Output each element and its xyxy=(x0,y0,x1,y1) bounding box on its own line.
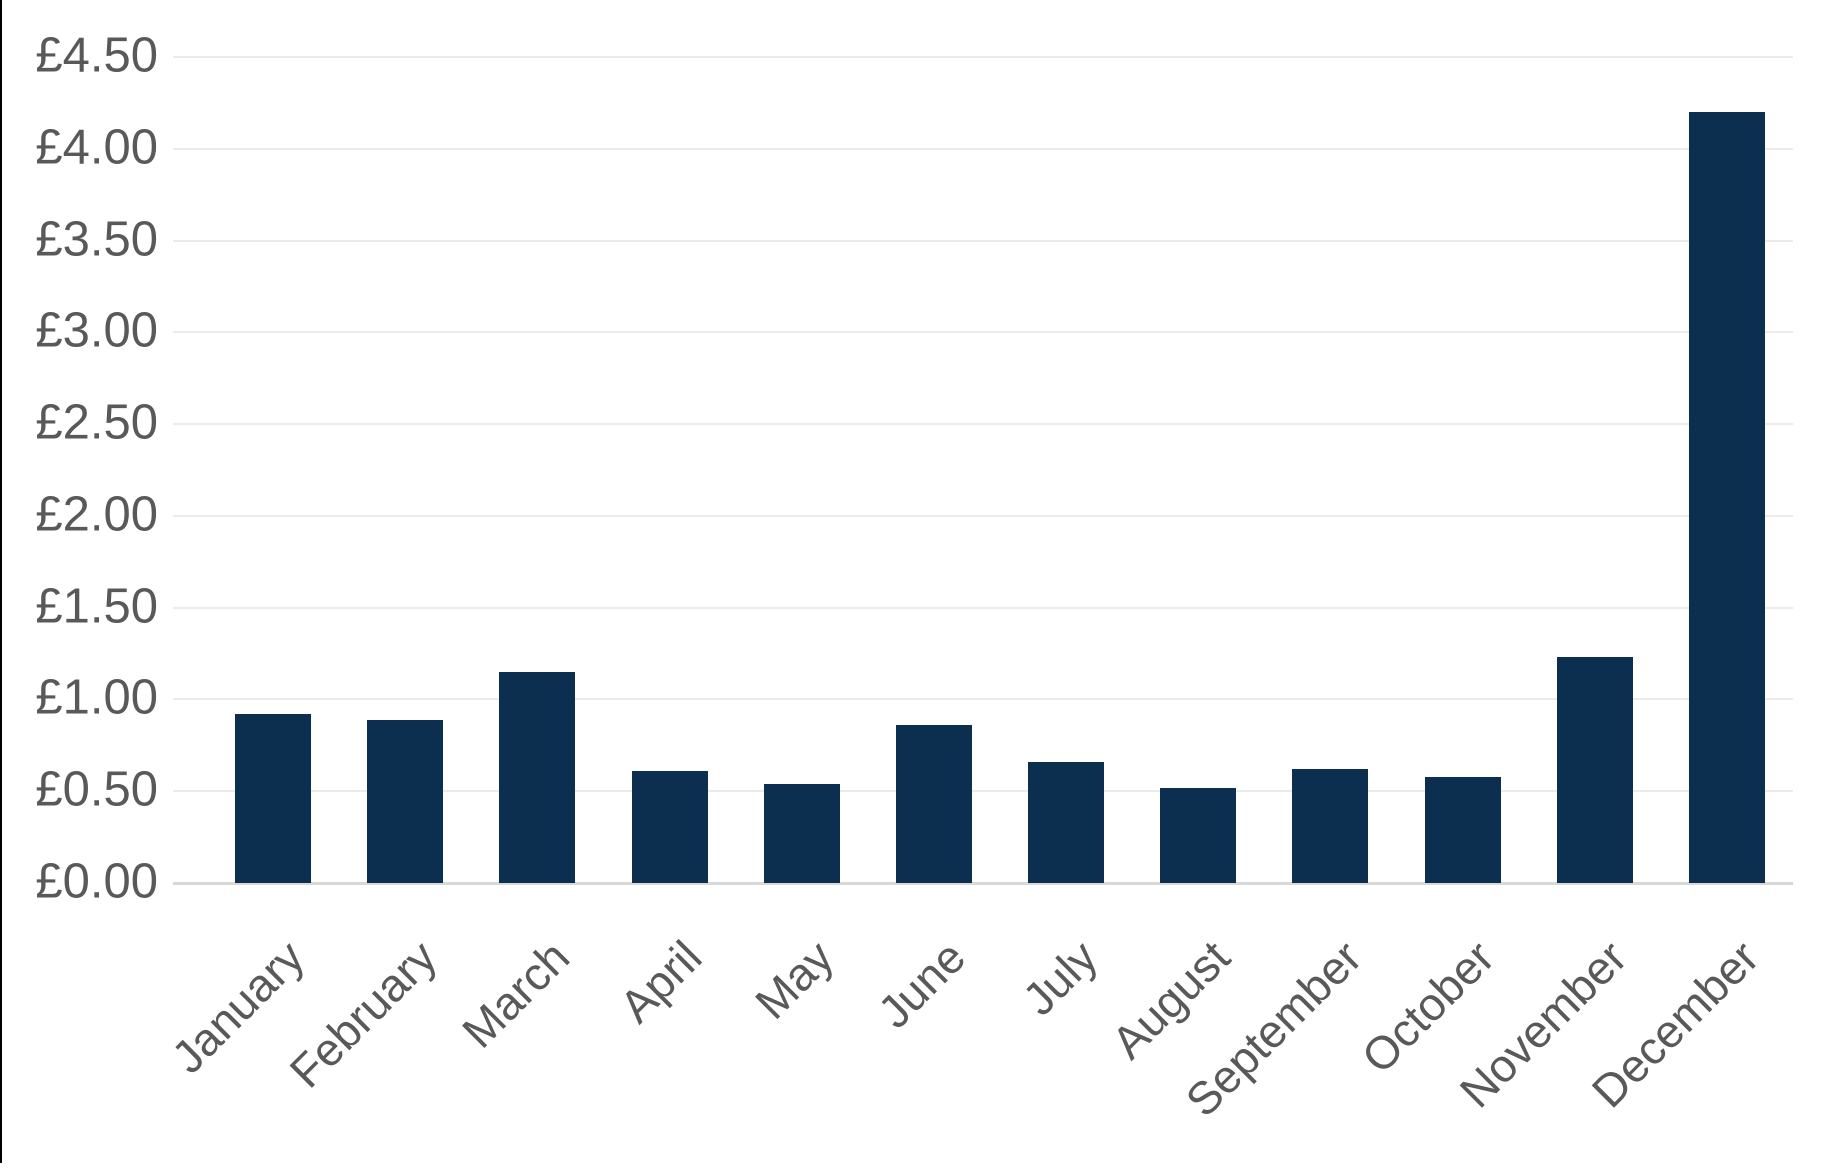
bar-may xyxy=(763,783,840,883)
x-axis-category-label: May xyxy=(744,930,844,1029)
gridline xyxy=(173,239,1793,242)
x-axis-category-label: June xyxy=(867,930,976,1038)
bar-june xyxy=(895,725,972,883)
x-axis-category-label: April xyxy=(609,930,711,1033)
bar-september xyxy=(1292,769,1369,883)
bar-august xyxy=(1160,787,1237,883)
y-axis-tick-label: £0.00 xyxy=(35,854,158,909)
x-axis-category-label: February xyxy=(279,930,447,1098)
gridline xyxy=(173,423,1793,426)
bar-march xyxy=(499,671,576,883)
bar-december xyxy=(1688,112,1765,883)
gridline xyxy=(173,56,1793,58)
y-axis-tick-label: £2.50 xyxy=(35,395,158,450)
x-axis-category-label: March xyxy=(451,930,579,1058)
y-axis-tick-label: £1.00 xyxy=(35,670,158,725)
bar-november xyxy=(1556,657,1633,883)
y-axis-tick-label: £2.00 xyxy=(35,487,158,542)
gridline xyxy=(173,514,1793,517)
gridline xyxy=(173,331,1793,334)
bar-january xyxy=(235,714,312,883)
y-axis-tick-label: £0.50 xyxy=(35,762,158,817)
bar-february xyxy=(367,719,444,883)
y-axis-tick-label: £4.50 xyxy=(35,28,158,83)
x-axis-category-label: July xyxy=(1012,930,1108,1026)
gridline xyxy=(173,606,1793,609)
left-border-line xyxy=(0,0,2,1163)
bar-october xyxy=(1424,776,1501,883)
bar-july xyxy=(1028,761,1105,883)
gridline xyxy=(173,790,1793,793)
x-axis-line xyxy=(173,881,1793,885)
y-axis-tick-label: £3.50 xyxy=(35,212,158,267)
bar-april xyxy=(631,771,708,883)
y-axis-tick-label: £3.00 xyxy=(35,303,158,358)
y-axis-tick-label: £1.50 xyxy=(35,579,158,634)
gridline xyxy=(173,698,1793,701)
y-axis-tick-label: £4.00 xyxy=(35,120,158,175)
gridline xyxy=(173,147,1793,150)
